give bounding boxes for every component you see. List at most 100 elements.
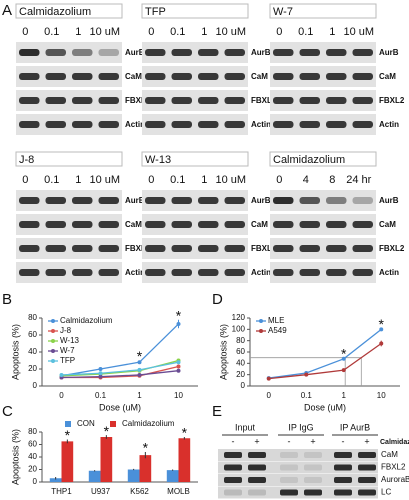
blot-band	[358, 464, 376, 471]
y-tick-label: 0	[33, 381, 38, 390]
row-label: Actin	[251, 268, 271, 277]
y-tick-label: 40	[236, 358, 245, 367]
blot-band	[19, 49, 40, 56]
treatment-label: Calmidazolium	[380, 439, 409, 446]
row-label: AurB	[251, 196, 271, 205]
blot-band	[280, 452, 298, 458]
legend-swatch	[65, 421, 71, 427]
x-tick-label: 10	[377, 391, 386, 400]
y-tick-label: 120	[232, 313, 246, 322]
legend-swatch	[110, 421, 116, 427]
data-point	[341, 368, 346, 373]
blot-band	[98, 269, 119, 276]
blot-band	[171, 197, 192, 204]
blot-band	[45, 121, 66, 128]
data-point	[137, 360, 142, 365]
row-label: FBXL2	[125, 244, 151, 253]
row-label: CaM	[381, 450, 398, 459]
title-box	[15, 3, 123, 19]
title-box	[269, 3, 377, 19]
blot-strip	[142, 238, 248, 259]
lane-label: 10 uM	[215, 174, 246, 186]
data-point	[304, 372, 309, 377]
blot-band	[72, 97, 93, 104]
blot-band	[273, 245, 294, 252]
blot-band	[98, 245, 119, 252]
blot-band	[198, 269, 219, 276]
blot-band	[171, 121, 192, 128]
data-point	[176, 360, 181, 365]
blot-band	[299, 245, 320, 252]
y-tick-label: 100	[232, 324, 246, 333]
blot-band	[273, 49, 294, 56]
blot-band	[352, 269, 373, 276]
blot-band	[198, 49, 219, 56]
blot-band	[326, 197, 347, 204]
y-tick-label: 60	[236, 347, 245, 356]
blot-band	[304, 489, 322, 496]
blot-band	[299, 221, 320, 228]
data-point	[98, 367, 103, 371]
significance-mark: *	[182, 425, 188, 441]
legend-label: MLE	[268, 316, 284, 325]
bar	[100, 437, 113, 482]
legend-label: W-7	[60, 346, 75, 355]
blot-band	[334, 452, 352, 458]
lane-label: 0	[22, 26, 28, 38]
panel-label: B	[2, 291, 12, 308]
legend-label: J-8	[60, 326, 72, 335]
blot-strip	[270, 90, 376, 111]
lane-label: 0.1	[44, 174, 59, 186]
blot-band	[98, 121, 119, 128]
title-box	[141, 151, 249, 167]
blot-strip	[16, 66, 122, 87]
blot-band	[171, 221, 192, 228]
panel-label: A	[2, 2, 12, 19]
lane-label: 0	[22, 174, 28, 186]
blot-strip	[270, 238, 376, 259]
blot-band	[304, 477, 322, 483]
bar	[139, 455, 152, 482]
blot-band	[171, 269, 192, 276]
significance-mark: *	[379, 316, 385, 332]
series-line	[61, 361, 179, 376]
blot-strip	[16, 190, 122, 211]
blot-band	[299, 197, 320, 204]
blot-band	[145, 269, 166, 276]
data-point	[98, 374, 103, 379]
row-label: AurB	[379, 196, 399, 205]
row-label: Actin	[379, 268, 399, 277]
data-point	[379, 341, 384, 346]
blot-band	[352, 197, 373, 204]
bar	[61, 441, 74, 482]
blot-band	[98, 73, 119, 80]
blot-band	[224, 452, 242, 458]
blot-band	[19, 121, 40, 128]
row-label: FBXL2	[251, 96, 277, 105]
series-line	[61, 370, 179, 379]
significance-mark: *	[65, 427, 71, 443]
row-label: CaM	[125, 220, 142, 229]
y-tick-label: 20	[236, 370, 245, 379]
x-tick-label: 0.1	[301, 391, 313, 400]
row-label: Actin	[125, 120, 145, 129]
y-axis-label: Apoptosis (%)	[10, 429, 20, 485]
blot-band	[224, 245, 245, 252]
panel-label: E	[212, 403, 222, 420]
y-tick-label: 80	[28, 427, 37, 436]
blot-band	[198, 221, 219, 228]
legend-marker	[259, 329, 263, 333]
blot-band	[326, 49, 347, 56]
row-label: FBXL2	[379, 96, 405, 105]
blot-strip	[142, 114, 248, 135]
blot-band	[224, 49, 245, 56]
blot-band	[248, 452, 266, 458]
lane-label: 0	[148, 174, 154, 186]
blot-band	[352, 121, 373, 128]
blot-band	[299, 49, 320, 56]
x-axis-label: Dose (uM)	[304, 402, 346, 412]
blot-strip	[270, 42, 376, 63]
blot-strip	[270, 66, 376, 87]
data-point	[266, 376, 271, 381]
y-tick-label: 80	[236, 336, 245, 345]
